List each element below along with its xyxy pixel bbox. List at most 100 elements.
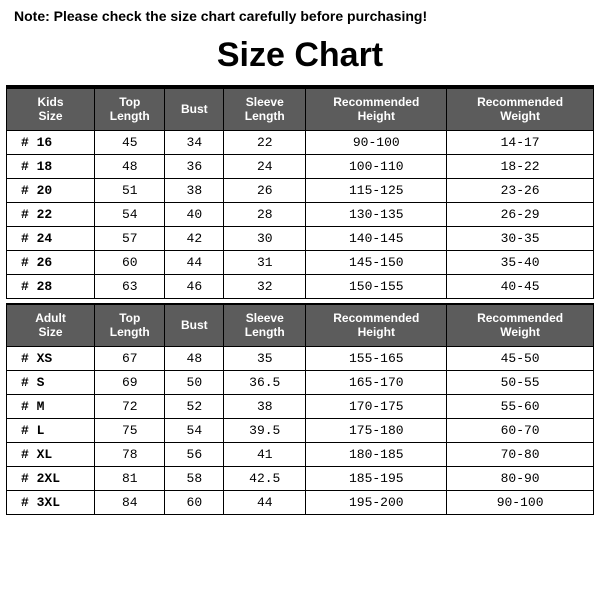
kids-cell: 100-110 <box>306 154 447 178</box>
adult-col-5: RecommendedWeight <box>447 304 594 346</box>
kids-cell: 90-100 <box>306 130 447 154</box>
adult-cell: # XS <box>7 346 95 370</box>
kids-cell: # 16 <box>7 130 95 154</box>
adult-cell: 67 <box>95 346 165 370</box>
adult-cell: 41 <box>224 442 306 466</box>
kids-cell: 34 <box>165 130 224 154</box>
adult-cell: 90-100 <box>447 490 594 514</box>
adult-cell: 44 <box>224 490 306 514</box>
adult-cell: # XL <box>7 442 95 466</box>
kids-cell: 63 <box>95 274 165 298</box>
adult-cell: 55-60 <box>447 394 594 418</box>
adult-cell: # L <box>7 418 95 442</box>
adult-size-table: AdultSizeTopLengthBustSleeveLengthRecomm… <box>6 303 594 515</box>
adult-cell: # 2XL <box>7 466 95 490</box>
adult-header-row: AdultSizeTopLengthBustSleeveLengthRecomm… <box>7 304 594 346</box>
kids-cell: # 18 <box>7 154 95 178</box>
kids-cell: 46 <box>165 274 224 298</box>
kids-cell: # 26 <box>7 250 95 274</box>
kids-row: # 18483624100-11018-22 <box>7 154 594 178</box>
kids-row: # 26604431145-15035-40 <box>7 250 594 274</box>
adult-cell: 42.5 <box>224 466 306 490</box>
adult-row: # XL785641180-18570-80 <box>7 442 594 466</box>
kids-cell: 40-45 <box>447 274 594 298</box>
adult-cell: 195-200 <box>306 490 447 514</box>
kids-cell: 51 <box>95 178 165 202</box>
adult-cell: 52 <box>165 394 224 418</box>
adult-cell: # M <box>7 394 95 418</box>
kids-header-row: KidsSizeTopLengthBustSleeveLengthRecomme… <box>7 88 594 130</box>
adult-col-1: TopLength <box>95 304 165 346</box>
kids-col-4: RecommendedHeight <box>306 88 447 130</box>
kids-cell: 60 <box>95 250 165 274</box>
adult-cell: 70-80 <box>447 442 594 466</box>
kids-cell: # 24 <box>7 226 95 250</box>
kids-cell: 26-29 <box>447 202 594 226</box>
kids-row: # 20513826115-12523-26 <box>7 178 594 202</box>
adult-cell: 50-55 <box>447 370 594 394</box>
adult-cell: 35 <box>224 346 306 370</box>
kids-col-5: RecommendedWeight <box>447 88 594 130</box>
kids-cell: 48 <box>95 154 165 178</box>
kids-row: # 28634632150-15540-45 <box>7 274 594 298</box>
kids-row: # 1645342290-10014-17 <box>7 130 594 154</box>
kids-cell: 22 <box>224 130 306 154</box>
kids-col-3: SleeveLength <box>224 88 306 130</box>
adult-cell: 78 <box>95 442 165 466</box>
kids-cell: 40 <box>165 202 224 226</box>
adult-cell: # S <box>7 370 95 394</box>
adult-col-3: SleeveLength <box>224 304 306 346</box>
kids-cell: 54 <box>95 202 165 226</box>
adult-cell: 69 <box>95 370 165 394</box>
adult-row: # S695036.5165-17050-55 <box>7 370 594 394</box>
adult-cell: # 3XL <box>7 490 95 514</box>
adult-col-4: RecommendedHeight <box>306 304 447 346</box>
adult-row: # 2XL815842.5185-19580-90 <box>7 466 594 490</box>
kids-cell: 140-145 <box>306 226 447 250</box>
kids-col-1: TopLength <box>95 88 165 130</box>
kids-cell: # 20 <box>7 178 95 202</box>
kids-cell: # 28 <box>7 274 95 298</box>
adult-cell: 81 <box>95 466 165 490</box>
kids-col-2: Bust <box>165 88 224 130</box>
kids-cell: 38 <box>165 178 224 202</box>
adult-cell: 170-175 <box>306 394 447 418</box>
kids-cell: 30 <box>224 226 306 250</box>
size-chart-note: Note: Please check the size chart carefu… <box>6 6 594 30</box>
adult-cell: 36.5 <box>224 370 306 394</box>
kids-cell: 42 <box>165 226 224 250</box>
adult-cell: 84 <box>95 490 165 514</box>
adult-cell: 48 <box>165 346 224 370</box>
adult-cell: 155-165 <box>306 346 447 370</box>
kids-cell: 26 <box>224 178 306 202</box>
kids-cell: 36 <box>165 154 224 178</box>
kids-cell: 14-17 <box>447 130 594 154</box>
kids-size-table: KidsSizeTopLengthBustSleeveLengthRecomme… <box>6 87 594 299</box>
adult-cell: 75 <box>95 418 165 442</box>
kids-cell: # 22 <box>7 202 95 226</box>
adult-cell: 72 <box>95 394 165 418</box>
adult-cell: 175-180 <box>306 418 447 442</box>
kids-cell: 130-135 <box>306 202 447 226</box>
adult-cell: 38 <box>224 394 306 418</box>
size-chart-title: Size Chart <box>6 30 594 87</box>
kids-cell: 115-125 <box>306 178 447 202</box>
kids-cell: 18-22 <box>447 154 594 178</box>
adult-cell: 80-90 <box>447 466 594 490</box>
adult-row: # L755439.5175-18060-70 <box>7 418 594 442</box>
kids-cell: 45 <box>95 130 165 154</box>
kids-cell: 44 <box>165 250 224 274</box>
adult-cell: 60 <box>165 490 224 514</box>
adult-cell: 45-50 <box>447 346 594 370</box>
kids-cell: 28 <box>224 202 306 226</box>
adult-col-2: Bust <box>165 304 224 346</box>
adult-cell: 39.5 <box>224 418 306 442</box>
kids-cell: 57 <box>95 226 165 250</box>
kids-cell: 145-150 <box>306 250 447 274</box>
kids-col-0: KidsSize <box>7 88 95 130</box>
kids-cell: 23-26 <box>447 178 594 202</box>
adult-cell: 60-70 <box>447 418 594 442</box>
adult-row: # M725238170-17555-60 <box>7 394 594 418</box>
adult-row: # XS674835155-16545-50 <box>7 346 594 370</box>
kids-cell: 30-35 <box>447 226 594 250</box>
